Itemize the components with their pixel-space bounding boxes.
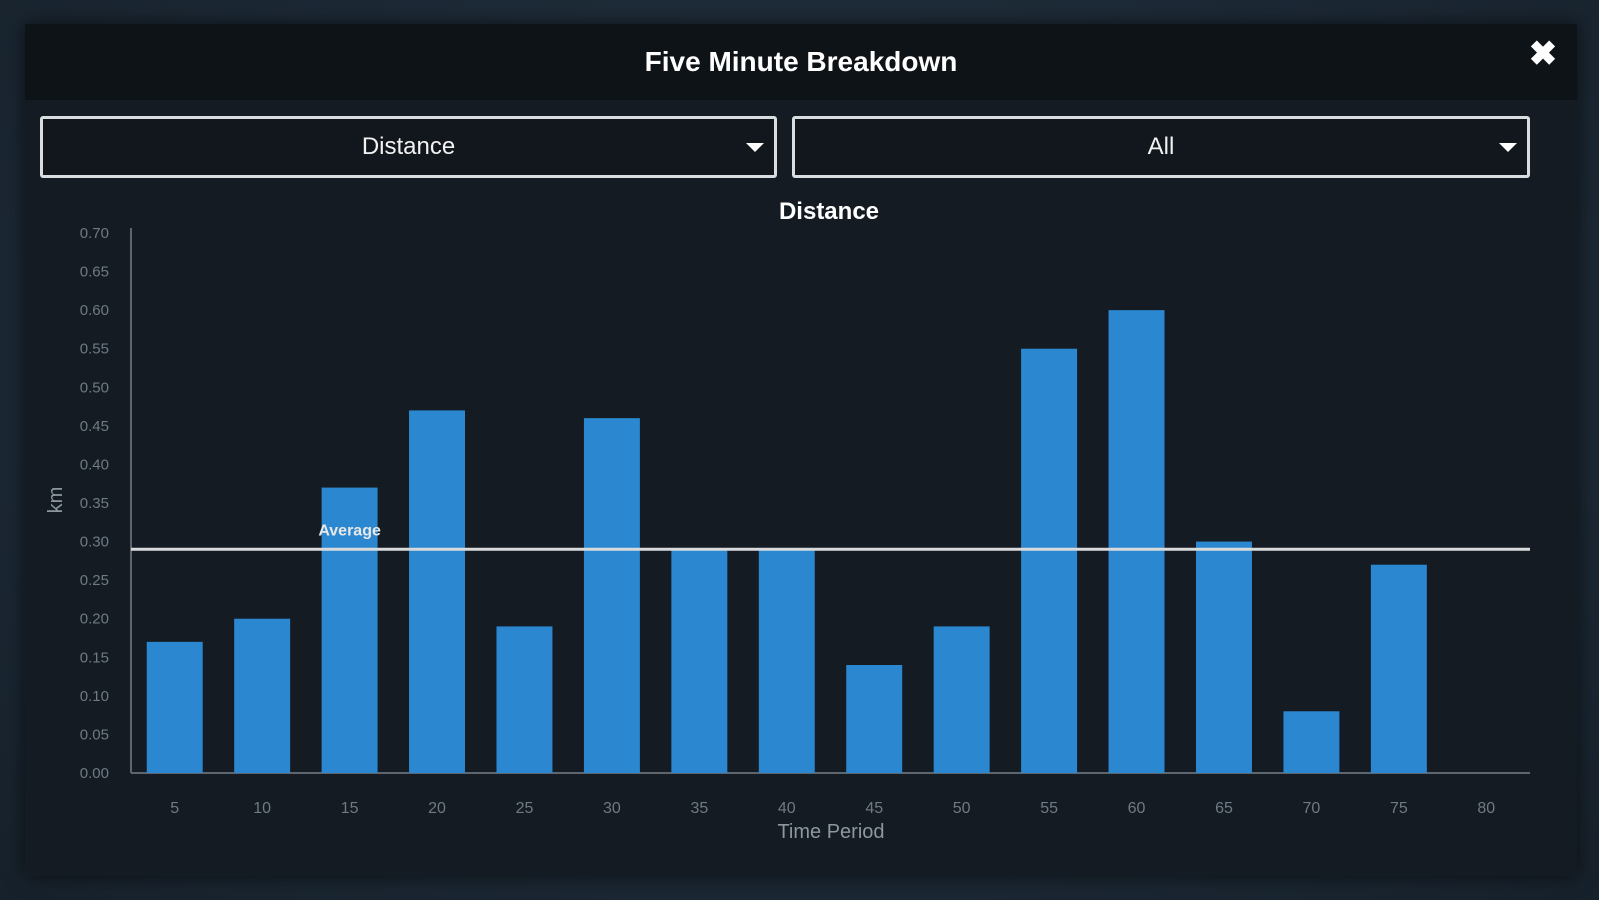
x-tick-label: 55 — [1040, 800, 1058, 817]
bar-40 — [758, 549, 815, 773]
bar-20 — [409, 410, 466, 773]
y-tick-label: 0.30 — [80, 534, 109, 551]
x-tick-label: 30 — [603, 800, 621, 817]
y-tick-label: 0.60 — [80, 302, 109, 319]
x-tick-label: 45 — [865, 800, 883, 817]
bar-10 — [234, 618, 291, 773]
y-tick-label: 0.70 — [80, 225, 109, 242]
y-tick-label: 0.05 — [80, 726, 109, 743]
period-select-value: All — [1147, 133, 1175, 160]
x-tick-label: 35 — [690, 800, 708, 817]
x-tick-label: 25 — [516, 800, 534, 817]
y-tick-label: 0.45 — [80, 418, 109, 435]
y-tick-label: 0.35 — [80, 495, 109, 512]
y-tick-label: 0.65 — [80, 264, 109, 281]
bar-15 — [321, 487, 378, 773]
bar-30 — [583, 418, 640, 773]
bar-5 — [146, 641, 203, 773]
y-tick-label: 0.10 — [80, 688, 109, 705]
y-tick-label: 0.55 — [80, 341, 109, 358]
y-tick-label: 0.25 — [80, 572, 109, 589]
x-tick-labels: 5 10 15 20 25 30 35 40 45 50 55 60 65 70 75 80 — [170, 800, 1495, 817]
y-tick-label: 0.00 — [80, 765, 109, 782]
close-icon[interactable]: ✖ — [1528, 35, 1558, 73]
metric-select[interactable]: Distance — [40, 116, 777, 178]
y-tick-label: 0.50 — [80, 379, 109, 396]
bar-50 — [933, 626, 990, 773]
x-tick-label: 5 — [170, 800, 179, 817]
y-axis-label: km — [45, 487, 67, 514]
distance-bar-chart: Distance km Time Period 0.00 0.05 0.10 0.15… — [45, 198, 1530, 843]
x-tick-label: 20 — [428, 800, 446, 817]
y-tick-label: 0.20 — [80, 611, 109, 628]
y-tick-labels: 0.00 0.05 0.10 0.15 0.20 0.25 0.30 0.35 0.40 0.45… — [80, 225, 109, 782]
y-tick-label: 0.15 — [80, 649, 109, 666]
bar-45 — [846, 665, 903, 773]
y-tick-label: 0.40 — [80, 456, 109, 473]
five-minute-breakdown-modal: Five Minute Breakdown ✖ Distance All Dis… — [25, 24, 1577, 876]
period-select[interactable]: All — [792, 116, 1530, 178]
bar-55 — [1021, 348, 1078, 773]
x-tick-label: 70 — [1303, 800, 1321, 817]
bar-75 — [1370, 564, 1427, 773]
x-tick-label: 50 — [953, 800, 971, 817]
bar-70 — [1283, 711, 1340, 773]
modal-header: Five Minute Breakdown ✖ — [25, 24, 1577, 100]
bar-65 — [1195, 541, 1252, 773]
average-label: Average — [318, 522, 381, 539]
x-axis-label: Time Period — [777, 821, 884, 843]
x-tick-label: 60 — [1128, 800, 1146, 817]
modal-title: Five Minute Breakdown — [644, 46, 958, 77]
chevron-down-icon — [746, 143, 764, 152]
bar-35 — [671, 549, 728, 773]
bar-60 — [1108, 310, 1165, 773]
x-tick-label: 10 — [253, 800, 271, 817]
x-tick-label: 80 — [1477, 800, 1495, 817]
x-tick-label: 15 — [341, 800, 359, 817]
chart-title: Distance — [779, 198, 879, 225]
bars — [146, 310, 1427, 773]
x-tick-label: 65 — [1215, 800, 1233, 817]
metric-select-value: Distance — [361, 133, 456, 160]
x-tick-label: 75 — [1390, 800, 1408, 817]
x-tick-label: 40 — [778, 800, 796, 817]
chevron-down-icon — [1499, 143, 1517, 152]
bar-25 — [496, 626, 553, 773]
